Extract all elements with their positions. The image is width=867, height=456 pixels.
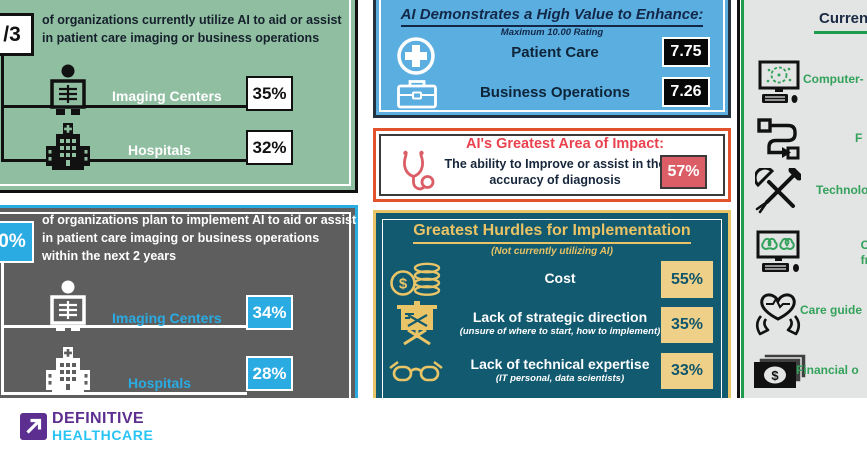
stat-fraction: /3	[3, 22, 21, 46]
stat-value: 32%	[252, 137, 287, 157]
impact-line1: The ability to Improve or assist in the	[444, 157, 666, 171]
computer-ai-icon	[756, 60, 802, 108]
rating-value: 7.26	[670, 83, 702, 100]
impact-line2: accuracy of diagnosis	[489, 173, 621, 187]
use-label: Technolog	[816, 183, 867, 197]
briefcase-icon	[397, 79, 437, 110]
hurdle-value: 33%	[670, 362, 704, 379]
row-label: Imaging Centers	[112, 310, 222, 326]
high-value-title: AI Demonstrates a High Value to Enhance:	[373, 6, 731, 27]
uses-title: Curren	[819, 10, 867, 27]
money-icon: $	[752, 353, 808, 393]
stat-value-box: 28%	[246, 356, 293, 391]
stat-value: 34%	[252, 302, 287, 322]
stat-value-box: 35%	[246, 76, 293, 111]
bracket-line	[1, 392, 247, 395]
hurdle-label: Lack of technical expertise	[470, 356, 650, 372]
stat-value: 35%	[252, 83, 287, 103]
stat-value-box: 32%	[246, 130, 293, 165]
use-label-line1: C	[860, 238, 867, 252]
impact-value-box: 57%	[660, 155, 707, 189]
hurdles-title: Greatest Hurdles for Implementation	[373, 222, 731, 244]
bracket-line	[1, 263, 4, 395]
medical-cross-icon	[396, 36, 436, 76]
hospital-icon	[42, 122, 94, 172]
row-label: Hospitals	[128, 375, 192, 391]
stat-percent-box: 0%	[0, 221, 34, 263]
panel-current-uses	[741, 0, 867, 402]
stat-fraction-box: /3	[0, 13, 34, 56]
hurdle-value-box: 35%	[661, 307, 713, 343]
bracket-line	[1, 325, 247, 328]
tools-icon	[755, 168, 801, 214]
xray-person-icon	[48, 64, 88, 120]
bracket-line	[1, 55, 4, 162]
high-value-subtitle: Maximum 10.00 Rating	[500, 27, 604, 38]
hurdle-label: Cost	[544, 270, 576, 286]
strategy-board-icon	[394, 301, 440, 347]
right-panel-outer-edge	[737, 0, 740, 398]
bracket-line	[1, 105, 247, 108]
brand-name-line2: HEALTHCARE	[52, 427, 154, 443]
use-label: Computer-	[803, 72, 864, 86]
hurdle-value: 35%	[670, 316, 704, 333]
hospital-icon	[42, 344, 94, 398]
coins-icon: $	[390, 260, 442, 298]
use-label: Financial o	[796, 363, 859, 377]
stat-value-box: 34%	[246, 295, 293, 330]
use-label-line2: fr	[860, 253, 867, 267]
hurdles-subtitle: (Not currently utilizing AI)	[491, 246, 613, 257]
row-label: Hospitals	[128, 142, 192, 158]
row-label: Business Operations	[479, 84, 631, 101]
impact-value: 57%	[667, 163, 700, 180]
hurdle-sublabel: (IT personal, data scientists)	[495, 373, 625, 384]
hands-heart-icon	[752, 286, 804, 340]
hurdle-value: 55%	[670, 270, 704, 288]
rating-box: 7.26	[662, 77, 710, 107]
uses-title-underline	[814, 31, 867, 34]
row-label: Patient Care	[511, 44, 599, 61]
impact-title: AI's Greatest Area of Impact:	[466, 136, 664, 152]
rating-box: 7.75	[662, 37, 710, 67]
hurdle-value-box: 33%	[661, 353, 713, 389]
definitive-healthcare-logo-icon	[20, 413, 47, 440]
stethoscope-icon	[398, 150, 436, 194]
hurdle-label: Lack of strategic direction	[472, 309, 648, 325]
stat-percent: 0%	[0, 231, 26, 252]
xray-person-icon	[48, 280, 88, 336]
flowchart-icon	[757, 118, 801, 162]
use-label: F	[855, 131, 863, 145]
planned-ai-description: of organizations plan to implement AI to…	[42, 213, 357, 263]
hurdle-value-box: 55%	[661, 261, 713, 298]
bracket-line	[1, 159, 247, 162]
computer-compare-icon	[755, 230, 805, 278]
row-label: Imaging Centers	[112, 88, 222, 104]
footer-strip: DEFINITIVE HEALTHCARE	[0, 398, 867, 456]
hurdle-sublabel: (unsure of where to start, how to implem…	[459, 326, 661, 337]
svg-text:$: $	[399, 276, 408, 293]
current-ai-description: of organizations currently utilize AI to…	[42, 13, 342, 46]
svg-text:$: $	[771, 368, 779, 383]
brand-name-line1: DEFINITIVE	[52, 410, 145, 427]
glasses-icon	[388, 358, 444, 386]
use-label: C fr	[850, 238, 867, 268]
stat-value: 28%	[252, 363, 287, 383]
use-label: Care guide	[800, 303, 863, 317]
rating-value: 7.75	[670, 43, 702, 60]
